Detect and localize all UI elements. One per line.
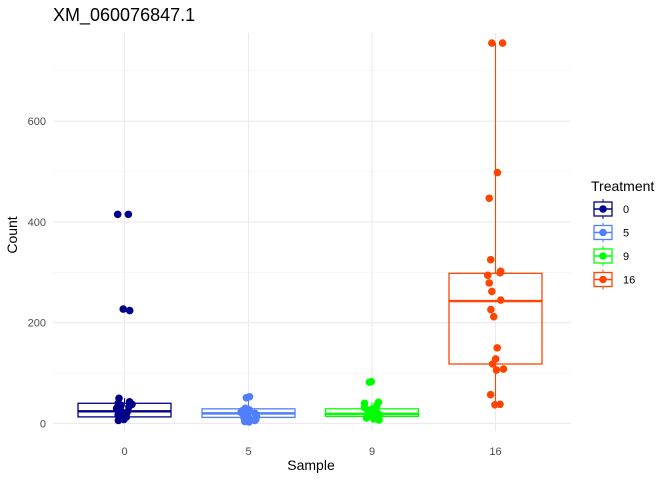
data-point [242, 393, 251, 402]
data-point [124, 210, 133, 219]
data-point [245, 418, 253, 426]
legend-label: 5 [623, 228, 629, 240]
data-point [365, 378, 374, 386]
y-tick-label: 400 [28, 217, 46, 229]
y-tick-label: 200 [28, 318, 46, 330]
legend-label: 0 [623, 204, 629, 216]
legend-key-9 [593, 246, 613, 266]
x-tick-label: 16 [489, 446, 501, 458]
legend-key-point [599, 228, 607, 237]
series-16 [448, 39, 543, 409]
legend-key-point [599, 205, 607, 213]
y-axis-title: Count [4, 216, 20, 253]
legend-label: 16 [623, 275, 635, 287]
series-0 [77, 210, 172, 425]
data-point [485, 279, 494, 287]
data-point [486, 390, 495, 399]
data-point [491, 401, 499, 409]
data-point [493, 168, 502, 177]
data-point [496, 296, 505, 304]
data-point [499, 365, 508, 373]
y-tick-label: 600 [28, 116, 46, 128]
data-point [496, 269, 504, 277]
legend: 0 5 9 16 [593, 199, 635, 290]
data-point [125, 306, 134, 315]
legend-label: 9 [623, 251, 629, 263]
series-5 [201, 392, 296, 426]
data-point [375, 416, 383, 424]
data-point [485, 194, 494, 203]
chart-title: XM_060076847.1 [53, 5, 195, 26]
series-9 [324, 377, 420, 424]
data-point [498, 39, 507, 47]
data-point [114, 416, 123, 425]
data-point [487, 305, 495, 314]
legend-key-0 [593, 199, 613, 219]
data-point [493, 344, 502, 352]
data-point [486, 255, 495, 264]
legend-key-point [599, 275, 607, 284]
data-point [119, 305, 128, 313]
data-point [488, 287, 496, 296]
data-point [488, 360, 497, 368]
data-point [492, 366, 501, 374]
data-point [488, 39, 496, 47]
x-tick-label: 5 [245, 446, 251, 458]
x-tick-label: 9 [369, 446, 375, 458]
y-tick-label: 0 [40, 418, 46, 430]
legend-key-16 [593, 269, 613, 290]
data-point [251, 416, 259, 425]
legend-key-5 [593, 222, 613, 243]
legend-key-point [599, 252, 607, 260]
data-point [113, 210, 122, 219]
data-point [483, 271, 492, 280]
legend-title: Treatment [591, 178, 654, 194]
x-tick-label: 0 [121, 446, 127, 458]
data-point [489, 312, 498, 321]
data-point [362, 414, 371, 422]
x-axis-title: Sample [287, 457, 335, 473]
